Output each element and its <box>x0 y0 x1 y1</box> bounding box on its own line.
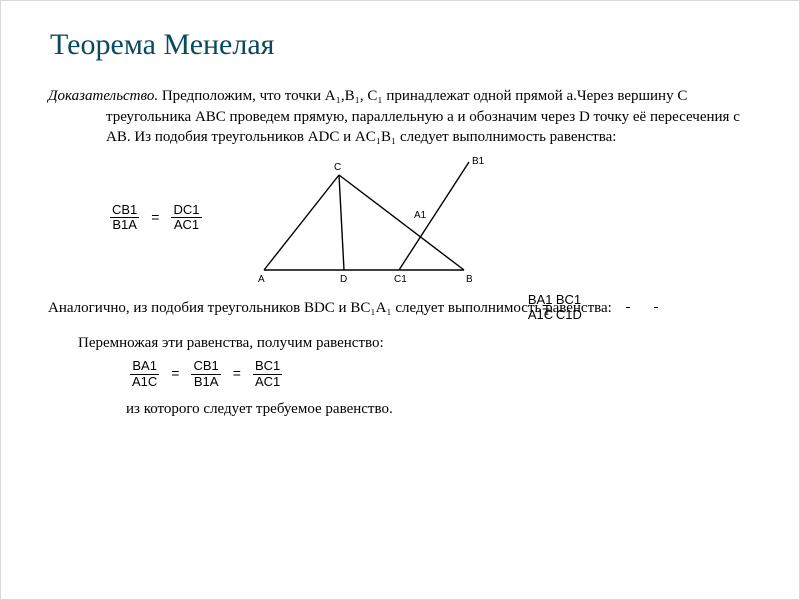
slide-border <box>0 0 800 600</box>
